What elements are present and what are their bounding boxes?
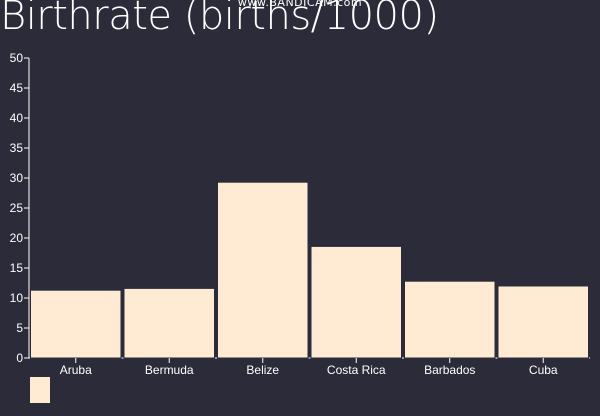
y-tick-label: 5 xyxy=(16,321,23,335)
y-tick-label: 30 xyxy=(10,171,24,185)
x-tick-label: Belize xyxy=(246,363,279,377)
y-tick-label: 20 xyxy=(10,231,24,245)
x-tick-label: Cuba xyxy=(529,363,558,377)
y-tick-label: 15 xyxy=(10,261,24,275)
y-tick-label: 35 xyxy=(10,141,24,155)
bar-bermuda xyxy=(123,287,215,359)
y-tick-label: 0 xyxy=(16,351,23,365)
y-tick-label: 10 xyxy=(10,291,24,305)
y-tick-label: 25 xyxy=(10,201,24,215)
x-tick-label: Aruba xyxy=(60,363,92,377)
legend-swatch xyxy=(30,377,50,403)
chart-title: Birthrate (births/1000) xyxy=(0,0,439,39)
bar-barbados xyxy=(404,280,496,359)
y-tick-label: 45 xyxy=(10,81,24,95)
bar-costa-rica xyxy=(310,245,402,359)
bar-cuba xyxy=(497,285,589,359)
y-tick-label: 50 xyxy=(10,51,24,65)
bar-belize xyxy=(217,181,309,359)
watermark: www.BANDICAM.com xyxy=(237,0,363,9)
bar-aruba xyxy=(30,289,122,359)
x-tick-label: Bermuda xyxy=(145,363,194,377)
x-tick-label: Barbados xyxy=(424,363,475,377)
y-tick-label: 40 xyxy=(10,111,24,125)
x-tick-label: Costa Rica xyxy=(327,363,386,377)
